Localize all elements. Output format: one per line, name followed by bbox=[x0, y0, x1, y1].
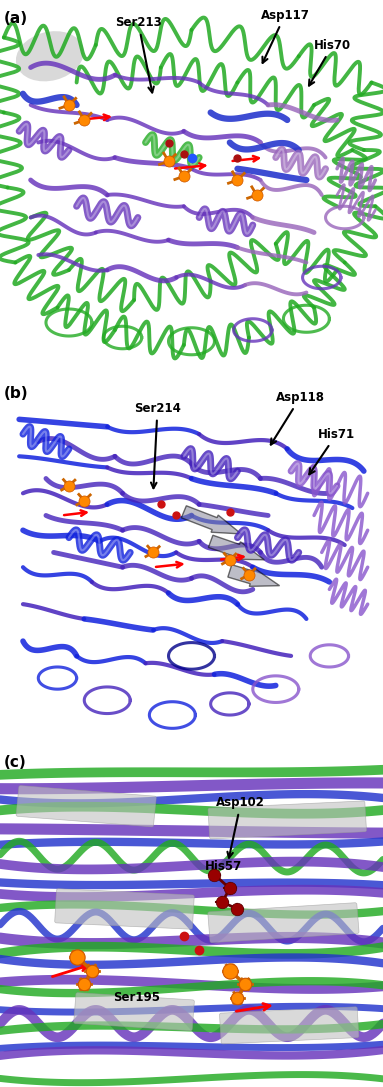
Text: Asp102: Asp102 bbox=[216, 797, 265, 858]
FancyArrow shape bbox=[182, 505, 241, 534]
FancyBboxPatch shape bbox=[74, 992, 194, 1030]
FancyBboxPatch shape bbox=[55, 889, 194, 929]
Text: Asp117: Asp117 bbox=[260, 9, 309, 63]
Text: (c): (c) bbox=[4, 754, 26, 770]
FancyBboxPatch shape bbox=[208, 801, 367, 839]
FancyBboxPatch shape bbox=[16, 786, 156, 827]
Text: His70: His70 bbox=[309, 39, 351, 86]
Text: His71: His71 bbox=[309, 428, 355, 474]
FancyBboxPatch shape bbox=[219, 1007, 359, 1044]
Ellipse shape bbox=[16, 32, 84, 82]
Text: Asp118: Asp118 bbox=[271, 391, 325, 445]
Text: Ser214: Ser214 bbox=[134, 402, 181, 488]
Text: Ser213: Ser213 bbox=[115, 16, 162, 92]
Text: Ser195: Ser195 bbox=[113, 991, 160, 1004]
FancyArrow shape bbox=[208, 535, 264, 560]
Text: (a): (a) bbox=[4, 11, 28, 26]
Text: His57: His57 bbox=[205, 860, 242, 873]
FancyArrow shape bbox=[228, 565, 280, 586]
Text: (b): (b) bbox=[4, 386, 28, 401]
FancyBboxPatch shape bbox=[208, 902, 359, 942]
